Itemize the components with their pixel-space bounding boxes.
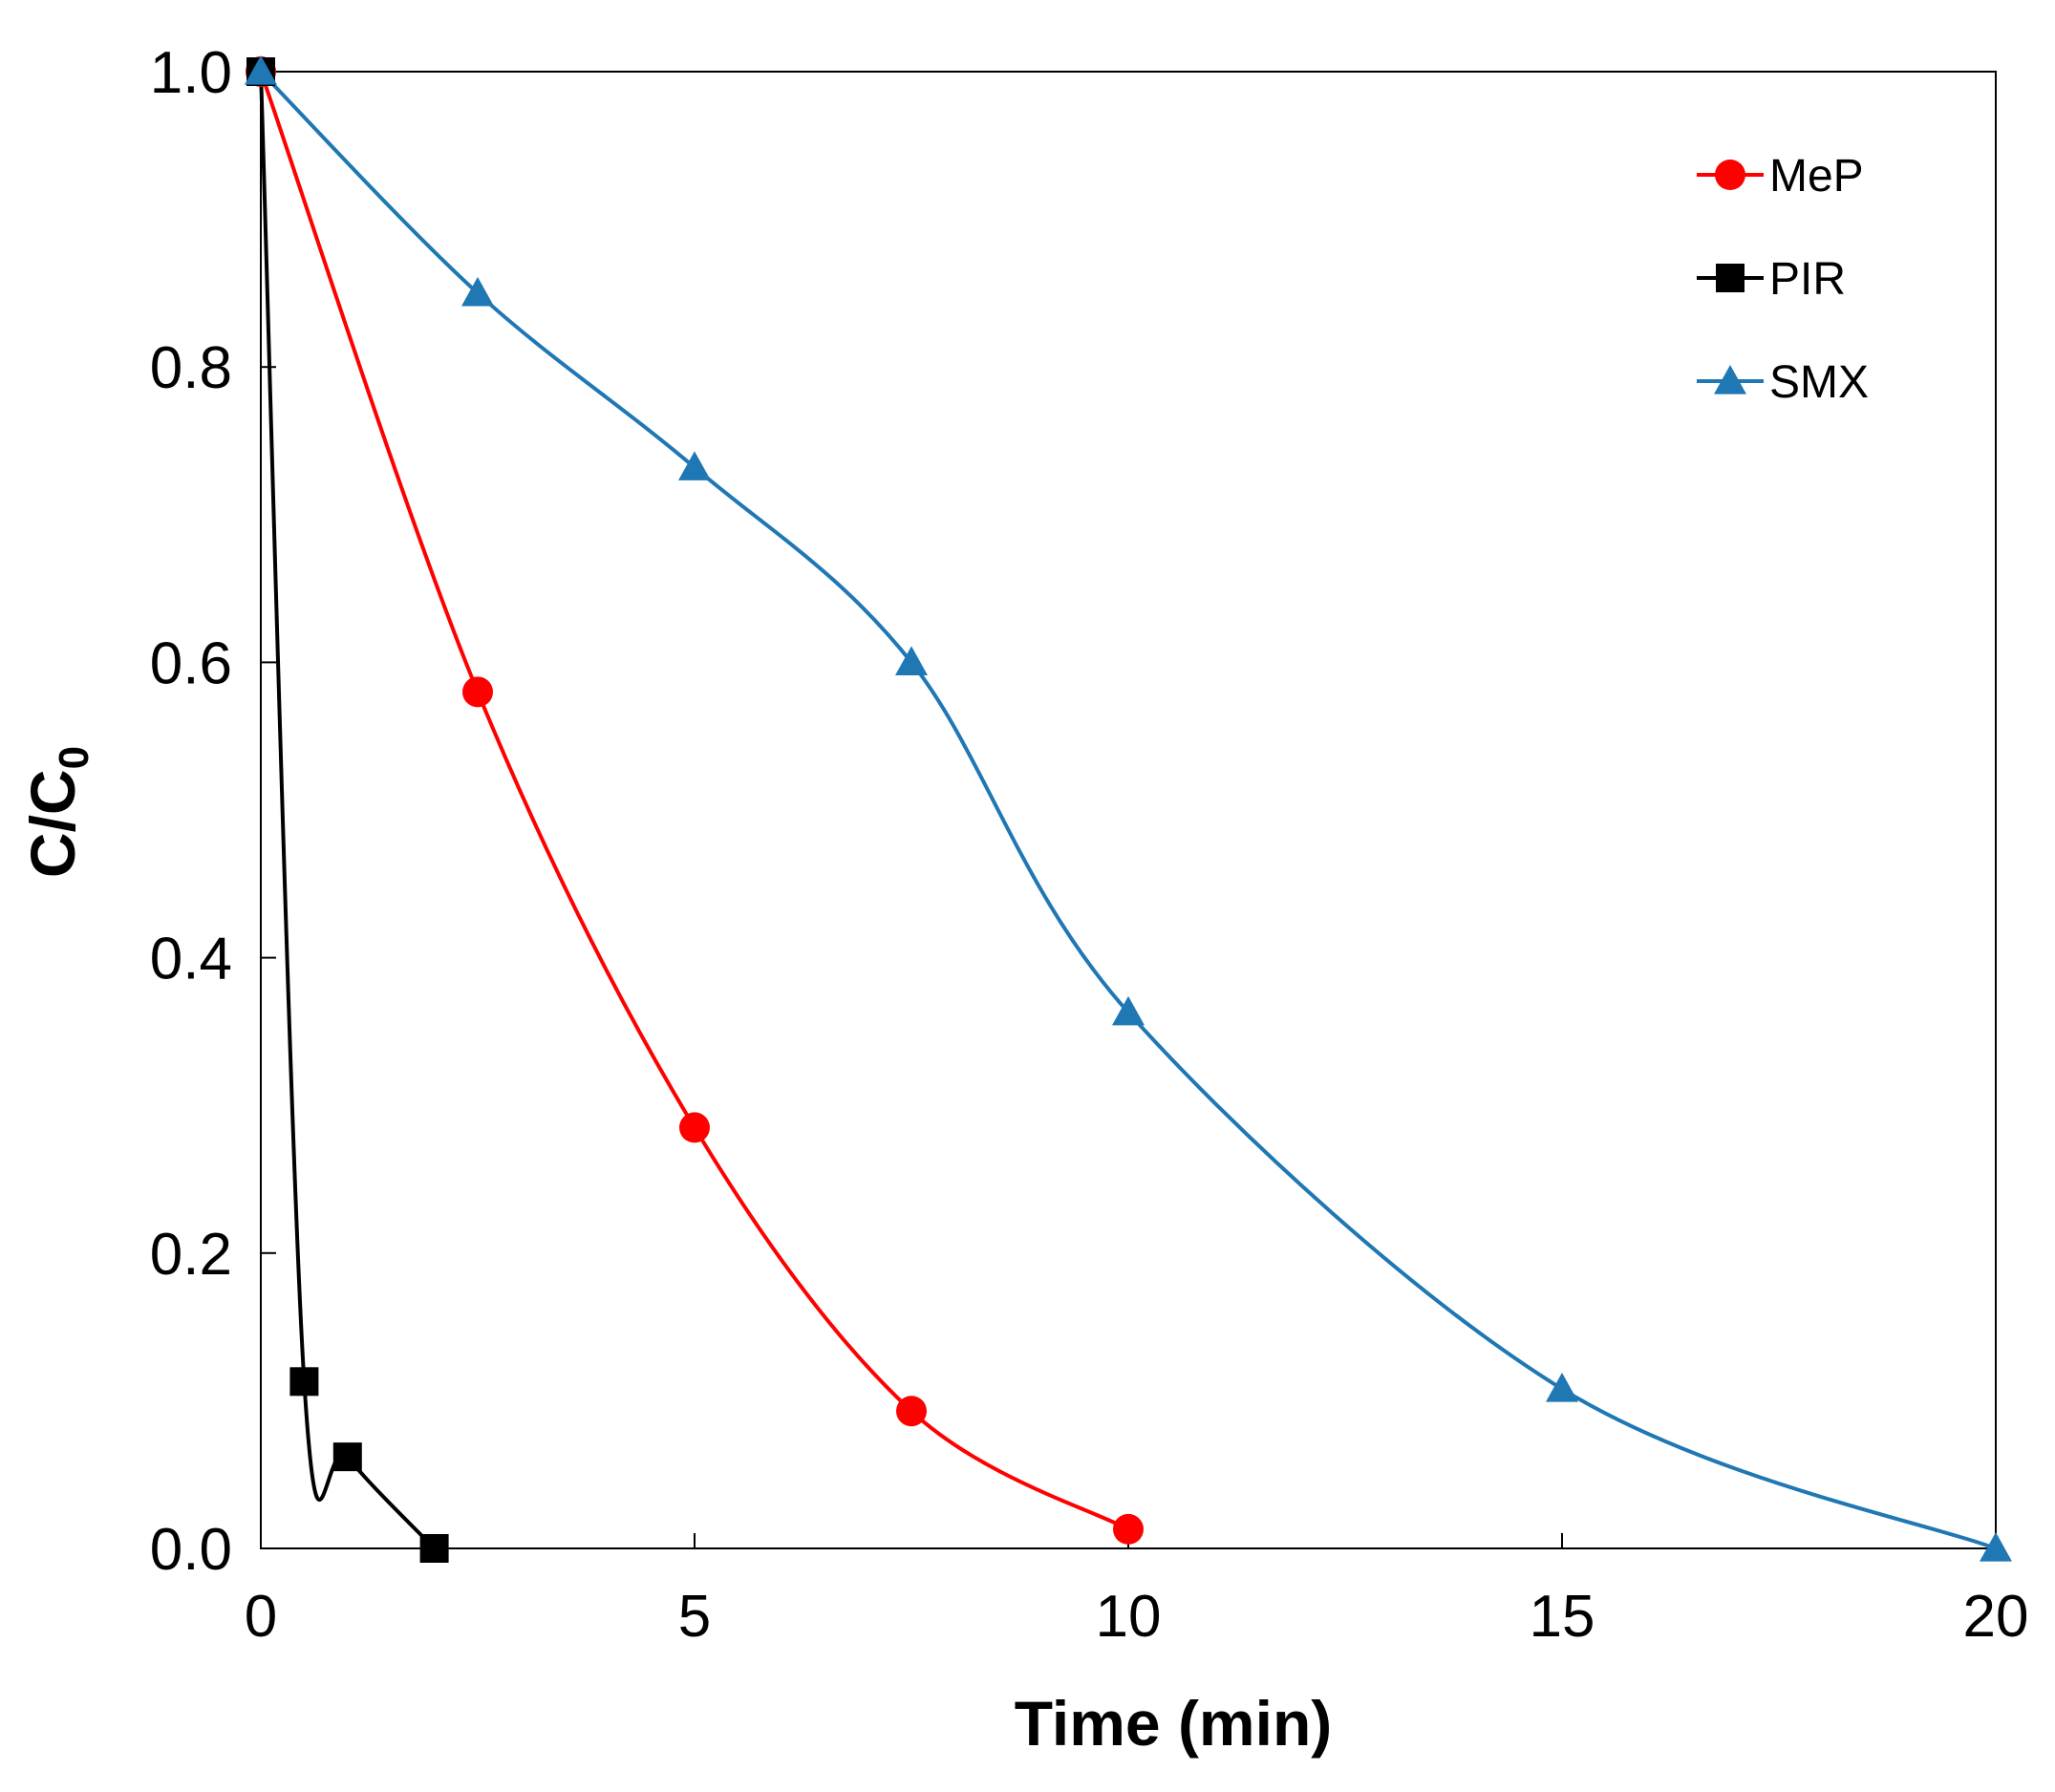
data-point-mep (679, 1112, 710, 1143)
legend-label-mep: MeP (1769, 151, 1864, 202)
legend-marker-pir (1716, 264, 1745, 292)
x-tick-label: 15 (1530, 1584, 1595, 1650)
series-line-mep (259, 71, 1129, 1531)
data-point-pir (289, 1367, 319, 1397)
data-point-pir (419, 1534, 449, 1563)
y-tick-label: 0.0 (150, 1517, 232, 1583)
y-tick-label: 0.8 (150, 335, 232, 401)
legend-label-smx: SMX (1769, 357, 1869, 408)
x-tick-label: 10 (1096, 1584, 1162, 1650)
y-axis-title-main: C/C (17, 769, 88, 878)
series-line-pir (259, 71, 437, 1550)
series-lines (259, 70, 1997, 1550)
data-point-mep (896, 1396, 927, 1427)
data-point-smx (895, 646, 928, 675)
data-point-smx (245, 55, 277, 85)
data-point-smx (461, 276, 494, 307)
plot-area-frame (260, 71, 1997, 1549)
x-tick-label: 20 (1963, 1584, 2029, 1650)
y-tick-label: 0.6 (150, 630, 232, 696)
y-tick-label: 0.4 (150, 927, 232, 992)
y-axis-ticks: 0.0 0.2 0.4 0.6 0.8 1.0 (150, 40, 276, 1583)
x-axis-ticks: 0 5 10 15 20 (245, 1533, 2029, 1650)
data-point-smx (1546, 1373, 1578, 1402)
y-axis-title-group: C/C0 (17, 746, 97, 878)
legend-marker-mep (1715, 160, 1745, 190)
y-axis-title: C/C0 (17, 746, 97, 878)
x-tick-label: 0 (245, 1584, 277, 1650)
data-point-smx (678, 451, 711, 480)
series-line-smx (259, 70, 1997, 1550)
y-tick-label: 0.2 (150, 1222, 232, 1288)
x-tick-label: 5 (678, 1584, 711, 1650)
data-point-mep (1113, 1513, 1144, 1545)
series-markers (245, 55, 2012, 1563)
data-point-smx (1112, 995, 1145, 1026)
data-point-mep (462, 676, 493, 708)
data-point-smx (1980, 1532, 2012, 1562)
x-axis-title: Time (min) (1015, 1688, 1332, 1759)
y-tick-label: 1.0 (150, 40, 232, 106)
legend: MeP PIR SMX (1697, 151, 1869, 408)
legend-label-pir: PIR (1769, 254, 1846, 305)
y-axis-title-subscript: 0 (51, 746, 97, 769)
data-point-pir (332, 1442, 362, 1472)
legend-marker-smx (1714, 365, 1746, 395)
